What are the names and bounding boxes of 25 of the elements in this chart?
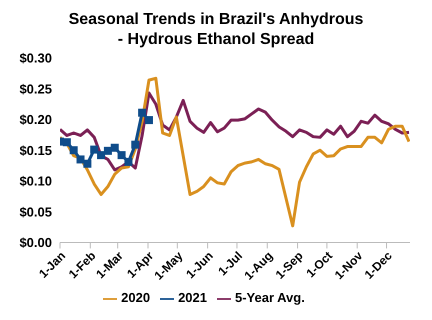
legend-label: 2021 bbox=[178, 290, 207, 306]
y-tick-label: $0.10 bbox=[19, 174, 52, 189]
point bbox=[62, 138, 71, 146]
legend-label: 2020 bbox=[121, 290, 150, 306]
y-tick-label: $0.05 bbox=[19, 204, 52, 220]
point bbox=[90, 146, 98, 154]
y-tick-label: $0.20 bbox=[19, 112, 52, 128]
line-series bbox=[60, 92, 410, 172]
point bbox=[138, 108, 146, 117]
y-tick-label: $0.30 bbox=[19, 50, 52, 66]
point bbox=[110, 144, 119, 152]
point bbox=[144, 116, 153, 124]
point bbox=[118, 151, 126, 160]
point bbox=[70, 146, 78, 154]
y-tick-label: $0.15 bbox=[19, 142, 52, 158]
point bbox=[97, 151, 106, 160]
y-tick-label: $0.00 bbox=[19, 235, 52, 250]
point bbox=[131, 140, 140, 149]
point bbox=[83, 160, 92, 168]
point bbox=[76, 155, 85, 164]
y-tick-label: $0.25 bbox=[19, 81, 52, 96]
legend-label: 5-Year Avg. bbox=[234, 290, 305, 306]
point bbox=[124, 158, 132, 166]
chart-title: Seasonal Trends in Brazil's Anhydrous - Hydrous Ethanol Spread bbox=[68, 10, 364, 50]
line-series bbox=[60, 76, 410, 228]
